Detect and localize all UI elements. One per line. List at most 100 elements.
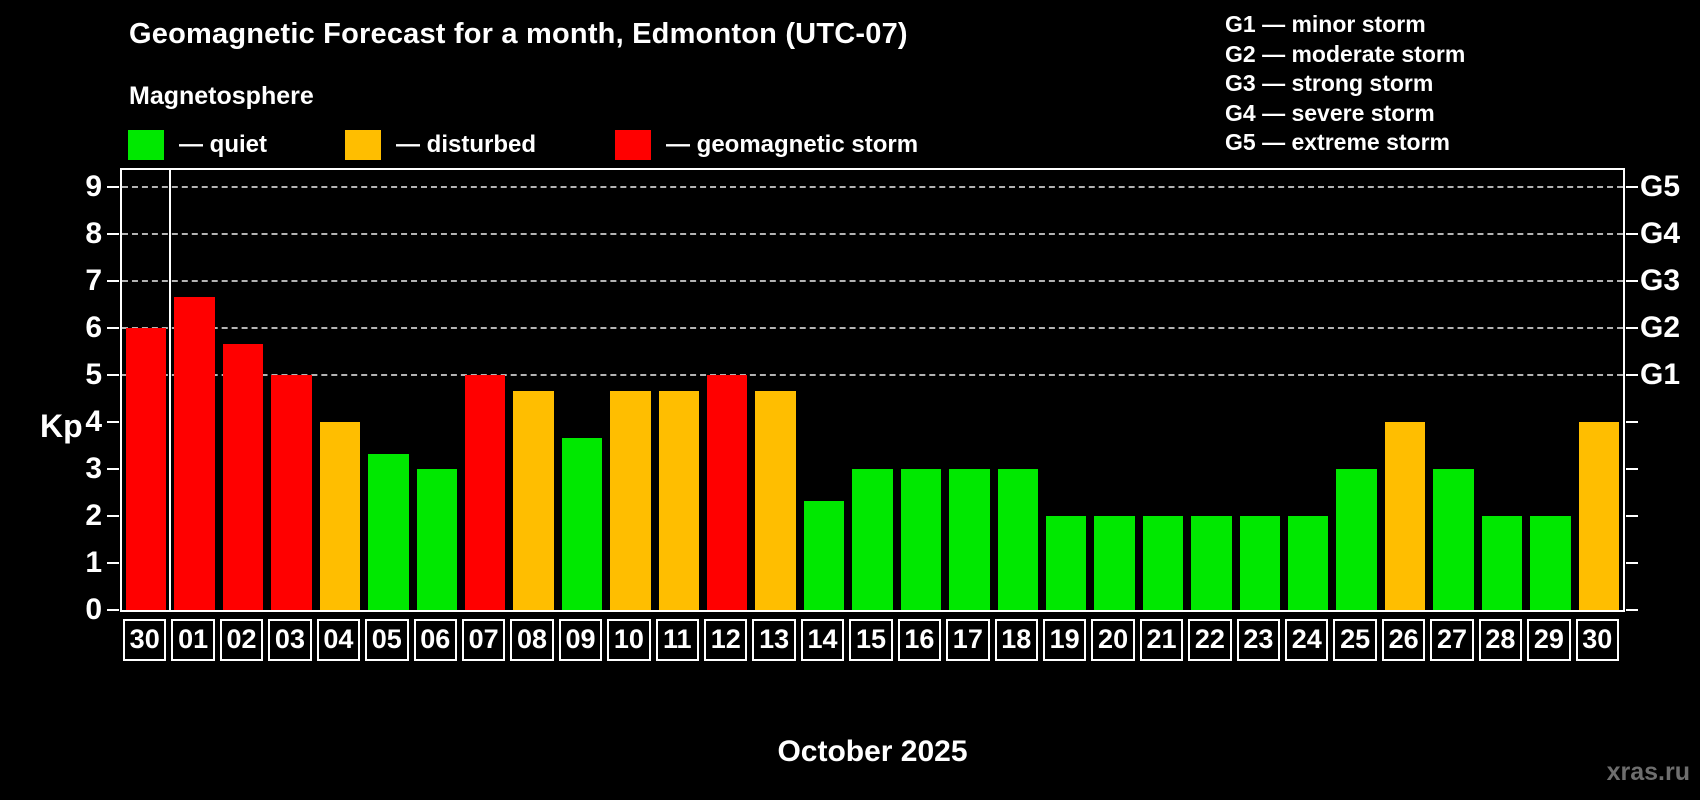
g-scale-legend-g2: G2 — moderate storm <box>1225 40 1466 67</box>
legend-label-quiet: — quiet <box>179 131 267 158</box>
legend-item-disturbed: — disturbed <box>345 128 536 162</box>
kp-bar-day-16 <box>900 469 942 610</box>
gridline-kp-6 <box>122 327 1623 329</box>
x-axis-month-label: October 2025 <box>777 735 968 768</box>
day-label-04: 04 <box>316 619 361 661</box>
kp-bar-day-30 <box>126 328 167 610</box>
day-label-05: 05 <box>365 619 409 661</box>
right-tick-kp-9 <box>1626 186 1638 188</box>
kp-bar-day-04 <box>319 422 361 610</box>
kp-bar-day-24 <box>1288 516 1329 610</box>
y-axis-label-4: 4 <box>85 405 102 438</box>
right-axis-label-g4: G4 <box>1640 217 1681 250</box>
kp-bar-day-02 <box>222 343 264 610</box>
day-label-20: 20 <box>1091 619 1135 661</box>
day-label-21: 21 <box>1139 619 1184 661</box>
day-label-29: 29 <box>1527 619 1571 661</box>
day-label-30: 30 <box>1575 619 1619 661</box>
kp-bar-day-01 <box>174 296 215 610</box>
gridline-kp-9 <box>122 186 1623 188</box>
left-tick-kp-9 <box>107 186 119 188</box>
y-axis-label-3: 3 <box>85 452 102 485</box>
gridline-kp-8 <box>122 233 1623 235</box>
kp-bar-day-03 <box>271 375 312 610</box>
gridline-kp-7 <box>122 280 1623 282</box>
day-label-10: 10 <box>607 619 651 661</box>
day-label-15: 15 <box>849 619 893 661</box>
day-label-27: 27 <box>1430 619 1474 661</box>
day-label-17: 17 <box>946 619 990 661</box>
kp-bar-day-21 <box>1142 516 1184 610</box>
day-label-06: 06 <box>413 619 457 661</box>
g-scale-legend-g1: G1 — minor storm <box>1225 11 1426 37</box>
day-label-24: 24 <box>1285 619 1329 661</box>
g-scale-legend-g4: G4 — severe storm <box>1225 99 1435 126</box>
day-label-12: 12 <box>704 619 748 661</box>
y-axis-label-6: 6 <box>85 311 102 344</box>
gridline-kp-5 <box>122 374 1623 376</box>
day-label-03: 03 <box>268 619 312 661</box>
chart-subtitle: Magnetosphere <box>129 82 314 110</box>
day-label-02: 02 <box>219 619 264 661</box>
day-label-07: 07 <box>461 619 506 661</box>
y-axis-label-2: 2 <box>85 499 102 532</box>
kp-bar-day-14 <box>803 500 845 610</box>
kp-bar-day-12 <box>707 375 748 610</box>
right-tick-kp-6 <box>1626 327 1638 329</box>
legend-label-storm: — geomagnetic storm <box>666 131 919 158</box>
x-axis-day-labels: 30 01 02 03 04 05 06 07 08 09 10 11 12 13 14 15 16 17 18 19… <box>120 619 1625 662</box>
kp-bar-day-15 <box>852 469 893 610</box>
plot-area <box>120 168 1625 612</box>
day-label-30: 30 <box>123 619 167 661</box>
kp-bar-day-26 <box>1384 422 1426 610</box>
right-axis-label-g1: G1 <box>1640 358 1681 391</box>
left-tick-kp-3 <box>107 468 119 470</box>
quiet-color-swatch <box>128 130 164 160</box>
kp-bar-day-20 <box>1094 516 1135 610</box>
right-axis-label-g2: G2 <box>1640 311 1681 344</box>
left-tick-kp-8 <box>107 233 119 235</box>
legend-item-quiet: — quiet <box>128 128 267 162</box>
right-tick-kp-3 <box>1626 468 1638 470</box>
right-tick-kp-1 <box>1626 562 1638 564</box>
kp-bar-day-05 <box>368 453 409 610</box>
left-tick-kp-4 <box>107 421 119 423</box>
left-tick-kp-1 <box>107 562 119 564</box>
day-label-25: 25 <box>1333 619 1377 661</box>
kp-bar-day-13 <box>755 390 796 610</box>
y-axis-label-7: 7 <box>85 264 102 297</box>
kp-bar-day-11 <box>658 390 700 610</box>
right-axis-label-g3: G3 <box>1640 264 1681 297</box>
right-tick-kp-0 <box>1626 609 1638 611</box>
y-axis-title: Kp <box>40 408 83 444</box>
y-axis-label-5: 5 <box>85 358 102 391</box>
kp-bar-day-27 <box>1433 469 1474 610</box>
day-label-13: 13 <box>752 619 796 661</box>
kp-bar-day-28 <box>1481 516 1523 610</box>
kp-bar-day-25 <box>1336 469 1377 610</box>
day-label-23: 23 <box>1236 619 1281 661</box>
right-tick-kp-8 <box>1626 233 1638 235</box>
y-axis-label-8: 8 <box>85 217 102 250</box>
chart-title: Geomagnetic Forecast for a month, Edmont… <box>129 18 908 50</box>
right-tick-kp-7 <box>1626 280 1638 282</box>
day-label-18: 18 <box>994 619 1038 661</box>
g-scale-legend-g3: G3 — strong storm <box>1225 70 1434 96</box>
kp-bar-day-23 <box>1239 516 1281 610</box>
kp-bar-day-29 <box>1530 516 1571 610</box>
kp-bar-day-07 <box>464 375 506 610</box>
g-scale-legend-g5: G5 — extreme storm <box>1225 129 1450 155</box>
day-label-14: 14 <box>800 619 845 661</box>
kp-bar-day-18 <box>997 469 1038 610</box>
left-tick-kp-0 <box>107 609 119 611</box>
kp-bar-day-08 <box>513 390 554 610</box>
right-tick-kp-4 <box>1626 421 1638 423</box>
right-tick-kp-2 <box>1626 515 1638 517</box>
day-label-09: 09 <box>558 619 603 661</box>
storm-color-swatch <box>615 130 651 160</box>
left-tick-kp-5 <box>107 374 119 376</box>
kp-bar-day-19 <box>1045 516 1087 610</box>
left-tick-kp-2 <box>107 515 119 517</box>
day-label-11: 11 <box>655 619 700 661</box>
